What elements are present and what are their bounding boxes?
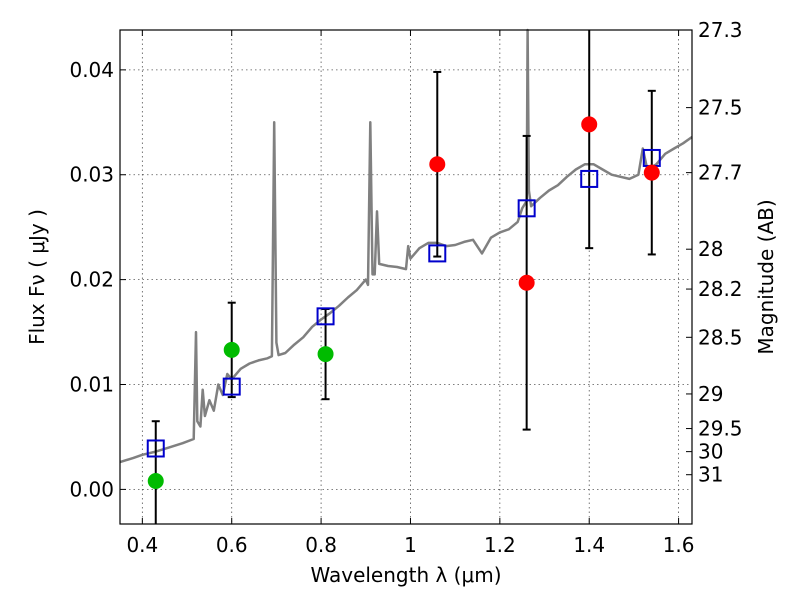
model-square-marker xyxy=(580,169,599,188)
axis-ticks: 0.4 0.6 0.8 1 1.2 1.4 1.6 0.00 0.01 0.02 0.03 0.04 2… xyxy=(69,18,742,557)
grid-lines xyxy=(120,30,692,524)
model-square-marker xyxy=(146,439,165,458)
data-point xyxy=(223,341,240,358)
spectrum-layer xyxy=(119,28,693,464)
mag-tick-label: 31 xyxy=(698,463,723,487)
y-tick-label: 0.03 xyxy=(69,163,114,187)
x-axis-label: Wavelength λ (μm) xyxy=(310,563,501,587)
model-square-marker xyxy=(222,377,241,396)
data-point xyxy=(643,164,660,181)
mag-tick-label: 29.5 xyxy=(698,417,743,441)
mag-tick-label: 27.3 xyxy=(698,18,743,42)
x-tick-label: 1.4 xyxy=(573,533,605,557)
model-square-marker xyxy=(517,199,536,218)
mag-tick-label: 28 xyxy=(698,237,723,261)
data-point xyxy=(147,472,164,489)
mag-tick-label: 28.5 xyxy=(698,325,743,349)
mag-tick-label: 27.7 xyxy=(698,161,743,185)
x-tick-label: 0.6 xyxy=(216,533,248,557)
y-tick-label: 0.02 xyxy=(69,268,114,292)
data-point xyxy=(317,346,334,363)
y-tick-label: 0.01 xyxy=(69,373,114,397)
y-tick-label: 0.00 xyxy=(69,477,114,501)
data-point xyxy=(581,116,598,133)
errorbar-layer xyxy=(151,30,656,524)
plot-frame xyxy=(119,29,693,525)
x-tick-label: 1 xyxy=(404,533,417,557)
mag-tick-label: 28.2 xyxy=(698,277,743,301)
model-square-marker xyxy=(316,307,335,326)
x-tick-label: 1.2 xyxy=(484,533,516,557)
x-tick-label: 0.8 xyxy=(305,533,337,557)
y-tick-label: 0.04 xyxy=(69,58,114,82)
model-square-marker xyxy=(428,244,447,263)
x-tick-label: 0.4 xyxy=(126,533,158,557)
y-axis-label-right: Magnitude (AB) xyxy=(754,199,778,354)
mag-tick-label: 29 xyxy=(698,382,723,406)
spectrum-line xyxy=(119,28,693,464)
y-axis-label-left: Flux Fν ( μJy ) xyxy=(25,209,49,345)
x-tick-label: 1.6 xyxy=(663,533,695,557)
marker-layer xyxy=(146,116,661,489)
data-point xyxy=(429,156,446,173)
mag-tick-label: 27.5 xyxy=(698,96,743,120)
mag-tick-label: 30 xyxy=(698,440,723,464)
data-point xyxy=(518,274,535,291)
